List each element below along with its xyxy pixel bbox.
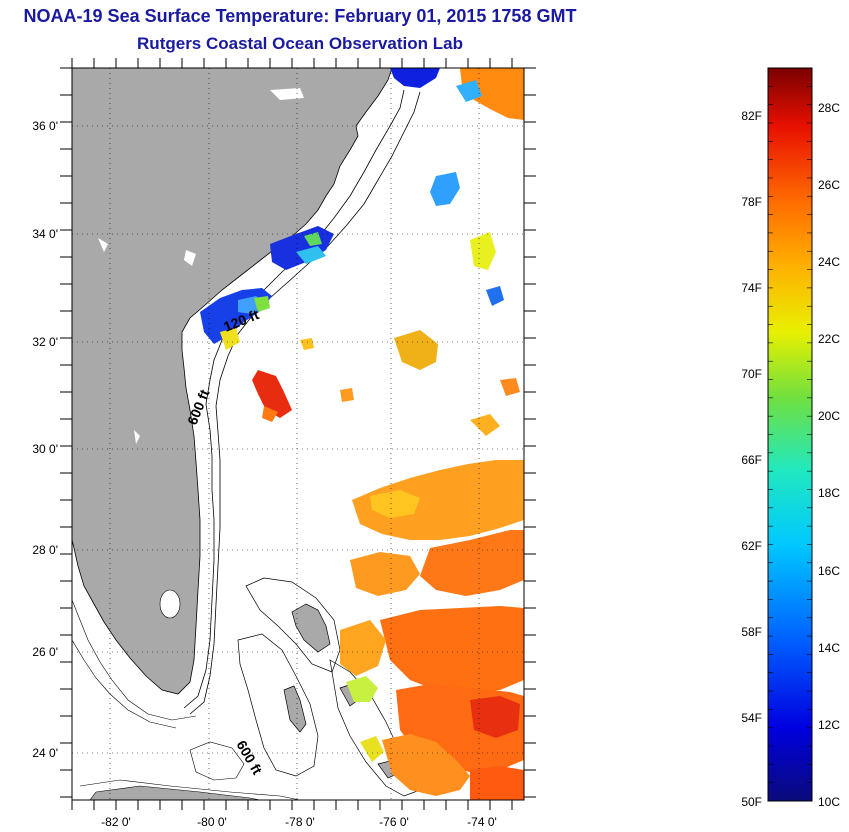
colorbar-f-label: 62F [741, 539, 762, 553]
colorbar-c-label: 12C [818, 718, 840, 732]
lon-label: -78 0' [285, 815, 315, 829]
colorbar-c-label: 10C [818, 795, 840, 809]
lat-label: 34 0' [32, 227, 58, 241]
lat-label: 36 0' [32, 119, 58, 133]
colorbar-f-label: 54F [741, 711, 762, 725]
lon-label: -74 0' [467, 815, 497, 829]
lon-label: -82 0' [101, 815, 131, 829]
colorbar-c-label: 14C [818, 641, 840, 655]
map-area: 120 ft 600 ft 600 ft [72, 68, 524, 800]
sst-data-layer [200, 68, 524, 800]
colorbar-c-label: 22C [818, 332, 840, 346]
map-subtitle: Rutgers Coastal Ocean Observation Lab [137, 34, 463, 53]
map-ticks [60, 58, 536, 810]
us-land [72, 68, 393, 695]
map-frame [71, 67, 525, 801]
colorbar [767, 67, 813, 802]
colorbar-f-label: 82F [741, 109, 762, 123]
colorbar-c-label: 18C [818, 486, 840, 500]
colorbar-f-label: 74F [741, 281, 762, 295]
colorbar-f-label: 66F [741, 453, 762, 467]
colorbar-f-label: 58F [741, 625, 762, 639]
colorbar-c-label: 28C [818, 101, 840, 115]
lat-axis: 36 0' 34 0' 32 0' 30 0' 28 0' 26 0' 24 0… [32, 119, 58, 760]
colorbar-f-label: 70F [741, 367, 762, 381]
lat-label: 28 0' [32, 543, 58, 557]
colorbar-ticks [768, 67, 812, 802]
lat-label: 24 0' [32, 746, 58, 760]
colorbar-c-labels: 28C 26C 24C 22C 20C 18C 16C 14C 12C 10C [818, 101, 840, 809]
colorbar-f-labels: 82F 78F 74F 70F 66F 62F 58F 54F 50F [741, 109, 762, 809]
colorbar-c-label: 26C [818, 178, 840, 192]
lat-label: 30 0' [32, 442, 58, 456]
lon-label: -76 0' [379, 815, 409, 829]
map-title: NOAA-19 Sea Surface Temperature: Februar… [23, 6, 577, 26]
lon-axis: -82 0' -80 0' -78 0' -76 0' -74 0' [101, 815, 497, 829]
colorbar-c-label: 16C [818, 564, 840, 578]
colorbar-c-label: 24C [818, 255, 840, 269]
lat-label: 32 0' [32, 335, 58, 349]
colorbar-f-label: 50F [741, 795, 762, 809]
lon-label: -80 0' [197, 815, 227, 829]
lat-label: 26 0' [32, 645, 58, 659]
colorbar-f-label: 78F [741, 195, 762, 209]
map-graticule [72, 68, 524, 800]
colorbar-c-label: 20C [818, 409, 840, 423]
